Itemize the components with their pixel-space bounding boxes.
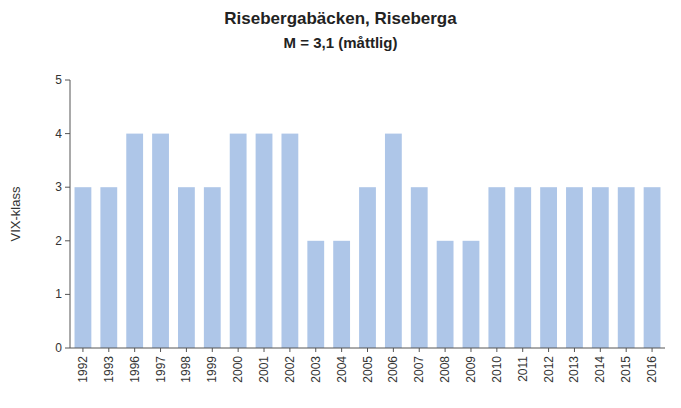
x-tick [652,348,653,352]
y-tick [65,133,70,134]
bar [644,187,661,348]
x-tick-label: 2000 [231,356,245,383]
y-tick-label: 4 [55,127,62,141]
bar [540,187,557,348]
x-tick-label: 1999 [205,356,219,383]
bar [333,241,350,348]
x-tick-label: 2005 [361,356,375,383]
x-tick-label: 1997 [154,356,168,383]
bar [463,241,480,348]
x-tick-label: 2007 [412,356,426,383]
x-tick-label: 2009 [464,356,478,383]
x-axis-line [70,348,665,349]
x-tick-label: 2008 [438,356,452,383]
x-tick-label: 1996 [128,356,142,383]
x-tick [264,348,265,352]
chart-container: Risebergabäcken, Riseberga M = 3,1 (måttl… [0,0,681,408]
y-tick-label: 0 [55,341,62,355]
x-tick [212,348,213,352]
x-tick [238,348,239,352]
x-tick-label: 2011 [516,356,530,382]
bar [488,187,505,348]
bars [75,134,661,348]
bar [204,187,221,348]
bar [75,187,92,348]
x-tick-label: 1993 [102,356,116,383]
x-tick-label: 2010 [490,356,504,383]
x-tick [419,348,420,352]
bar [566,187,583,348]
x-tick [600,348,601,352]
y-tick-label: 3 [55,180,62,194]
y-tick [65,187,70,188]
x-tick-label: 2002 [283,356,297,383]
x-tick-label: 1992 [76,356,90,383]
x-tick [522,348,523,352]
x-tick-label: 2003 [309,356,323,383]
x-tick-label: 2014 [593,356,607,383]
bar [256,134,273,348]
y-axis-label: VIX-klass [8,186,23,241]
y-tick [65,240,70,241]
y-axis: 0 1 2 3 4 5 [55,73,70,355]
x-tick [626,348,627,352]
x-tick-label: 2012 [542,356,556,383]
bar [437,241,454,348]
subtitle: M = 3,1 (måttlig) [284,34,398,51]
bar [230,134,247,348]
x-tick [289,348,290,352]
y-tick [65,294,70,295]
x-tick [315,348,316,352]
bar [385,134,402,348]
x-tick [367,348,368,352]
chart: Risebergabäcken, Riseberga M = 3,1 (måttl… [0,0,681,408]
bar [281,134,298,348]
bar [592,187,609,348]
x-tick-label: 2016 [645,356,659,383]
y-tick-label: 2 [55,234,62,248]
x-tick [574,348,575,352]
x-tick [341,348,342,352]
y-tick-label: 1 [55,287,62,301]
x-tick-label: 2013 [567,356,581,383]
bar [514,187,531,348]
x-tick [160,348,161,352]
bar [126,134,143,348]
x-tick [82,348,83,352]
x-tick [108,348,109,352]
bar [411,187,428,348]
x-tick [548,348,549,352]
x-tick [496,348,497,352]
y-tick-label: 5 [55,73,62,87]
title: Risebergabäcken, Riseberga [224,9,457,28]
x-tick [393,348,394,352]
bar [359,187,376,348]
y-tick [65,348,70,349]
bar [152,134,169,348]
x-axis: 1992 1993 1996 1997 1998 1999 2000 2001 2002 2003… [76,348,659,383]
x-tick [186,348,187,352]
x-tick-label: 2004 [335,356,349,383]
bar [618,187,635,348]
bar [307,241,324,348]
y-tick [65,80,70,81]
x-tick-label: 2015 [619,356,633,383]
y-axis-line [70,80,71,348]
bar [100,187,117,348]
x-tick [134,348,135,352]
bar [178,187,195,348]
x-tick [445,348,446,352]
x-tick [470,348,471,352]
page: {"chart_data": {"type": "bar", "title": … [0,0,681,408]
x-tick-label: 2001 [257,356,271,383]
x-tick-label: 2006 [386,356,400,383]
x-tick-label: 1998 [179,356,193,383]
